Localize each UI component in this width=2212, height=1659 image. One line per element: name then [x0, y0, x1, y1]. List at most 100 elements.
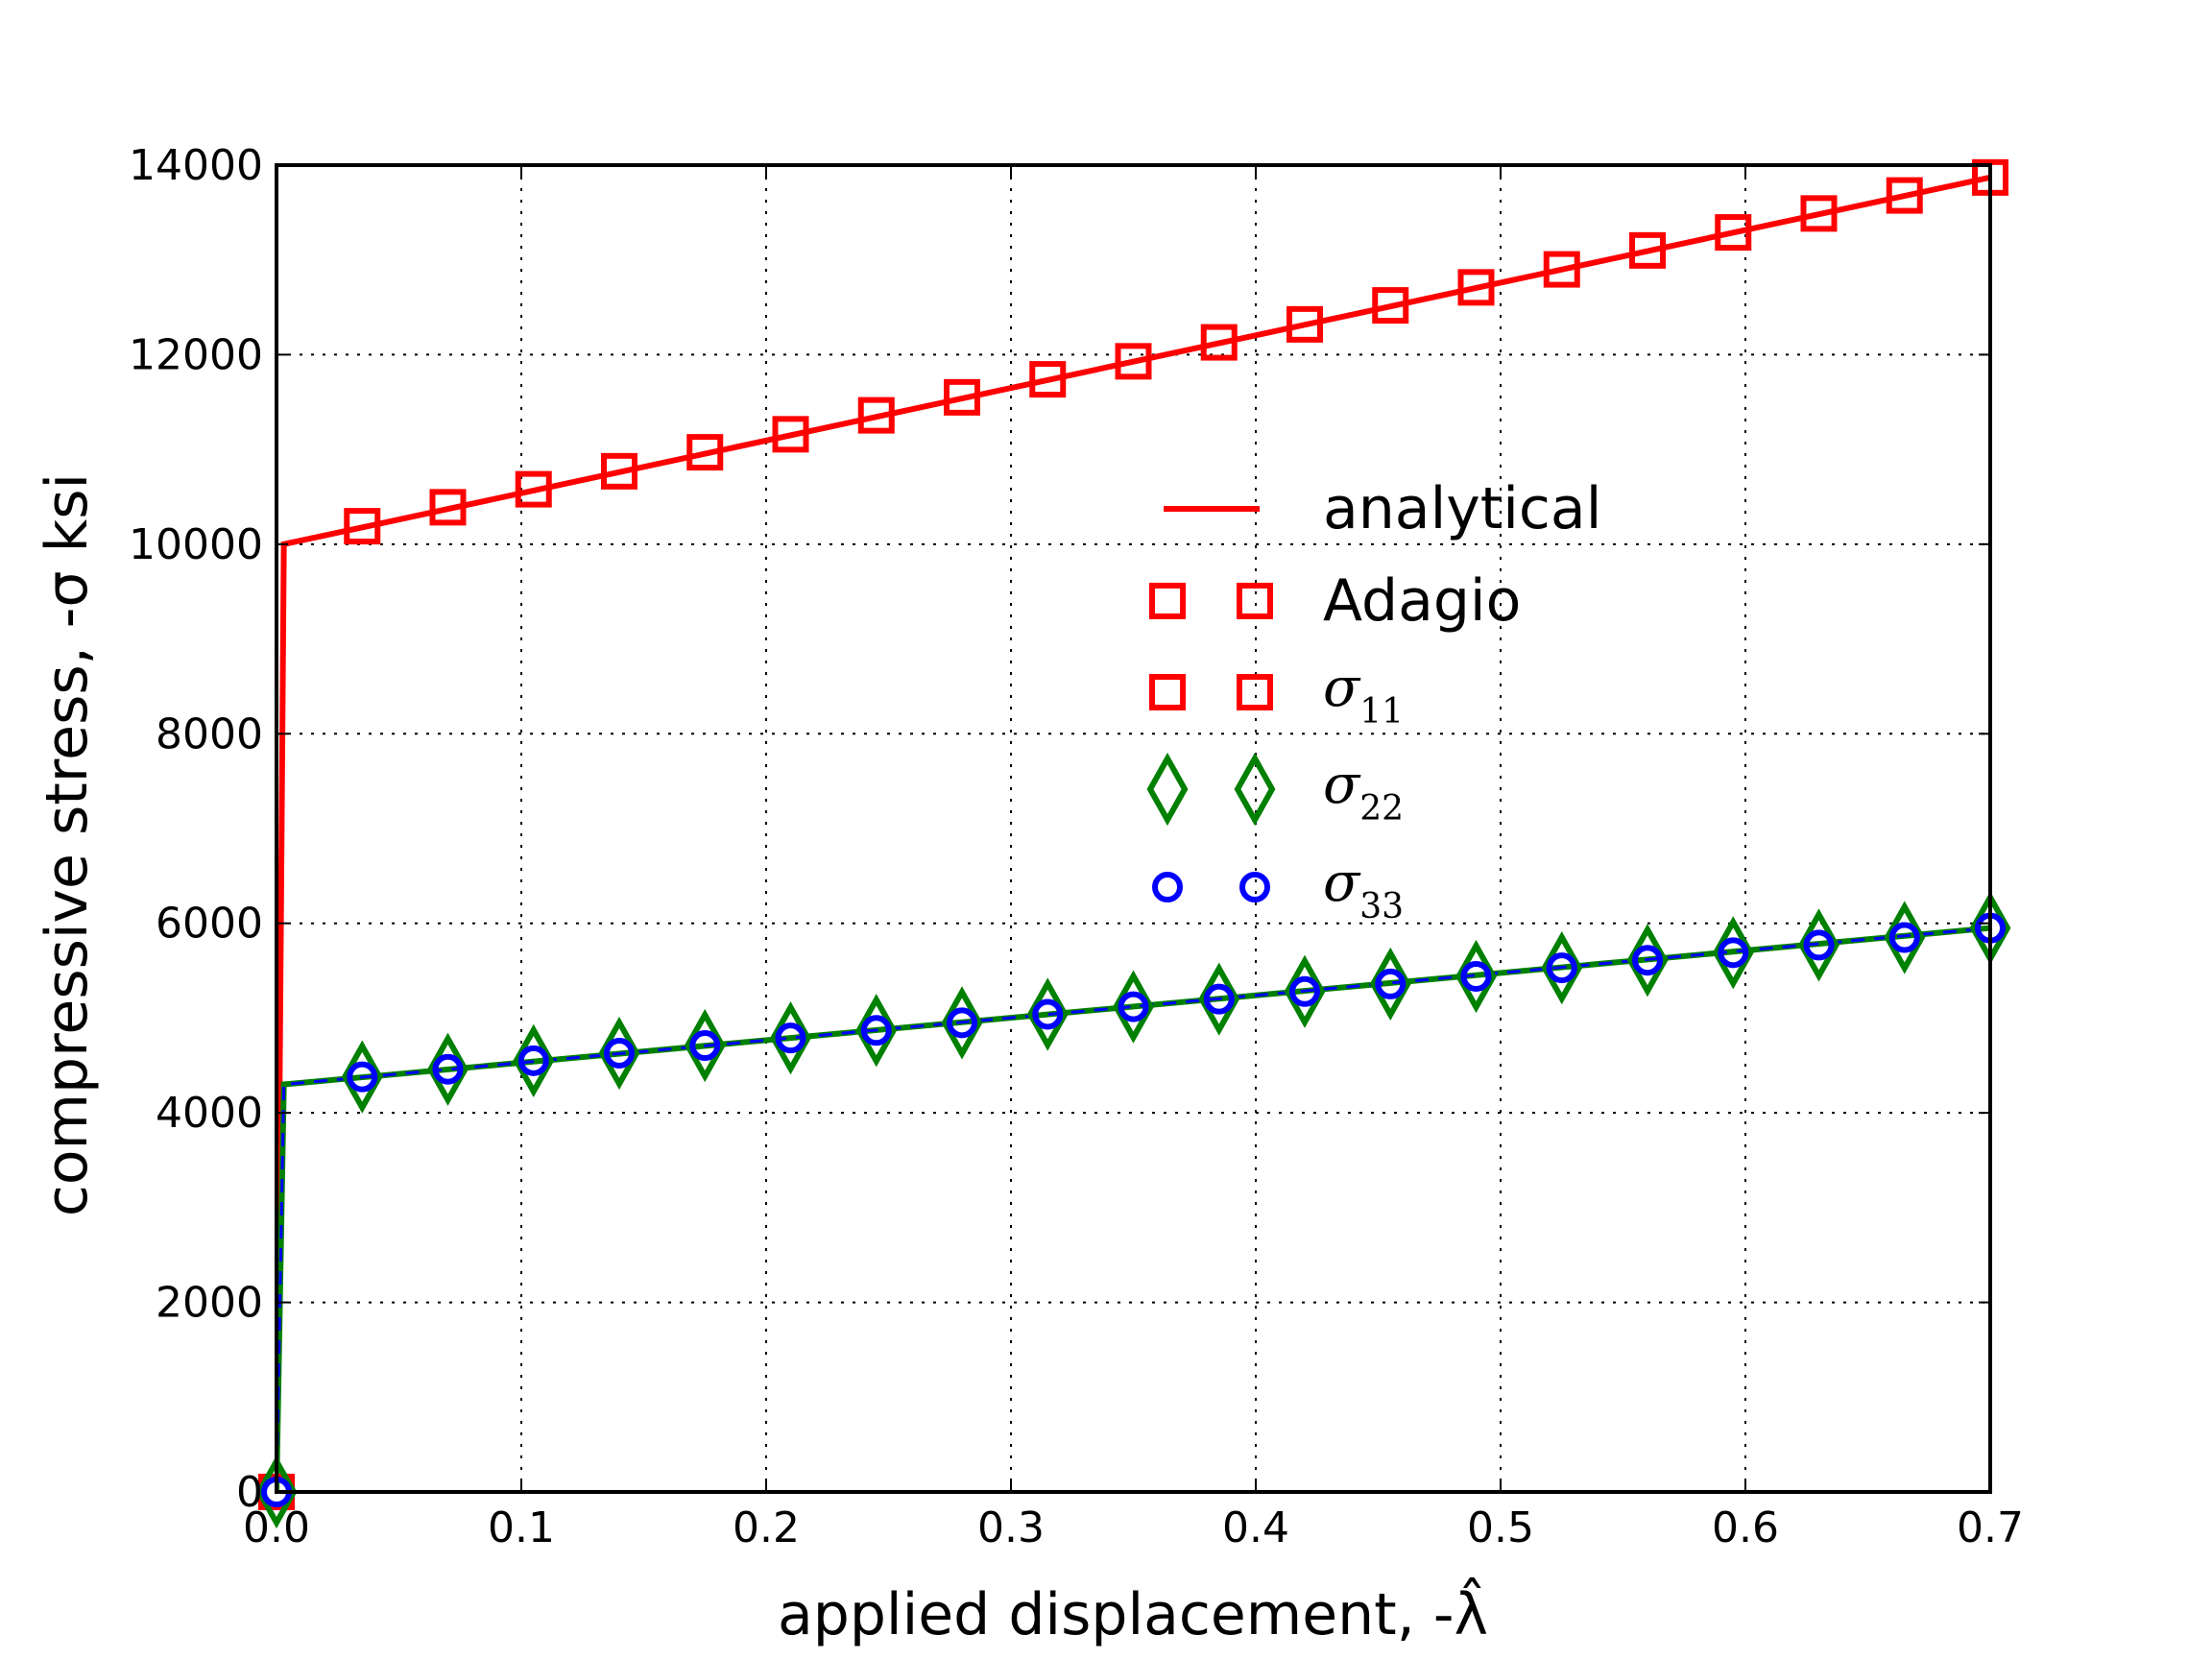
- data-point-diamond: [255, 1455, 298, 1529]
- data-point-diamond: [770, 1001, 811, 1075]
- y-tick-label: 2000: [156, 1279, 263, 1328]
- legend-label-subscript: 33: [1359, 887, 1404, 926]
- data-point-square: [1029, 361, 1067, 398]
- data-point-square: [772, 416, 809, 453]
- data-point-circle: [1803, 929, 1835, 961]
- data-point-diamond: [513, 1023, 555, 1097]
- data-point-diamond: [941, 986, 983, 1060]
- data-point-square: [857, 397, 895, 434]
- data-point-circle: [1888, 922, 1920, 953]
- legend-label-symbol: σ: [1323, 852, 1361, 914]
- legend-square-icon: [1149, 674, 1186, 710]
- data-point-square: [1543, 251, 1580, 288]
- y-tick-label: 10000: [129, 520, 263, 569]
- legend-label: Adagio: [1323, 567, 1521, 635]
- data-point-square: [1372, 287, 1409, 325]
- data-point-circle: [775, 1022, 806, 1054]
- legend-diamond-icon: [1234, 752, 1276, 827]
- legend-label: σ33: [1323, 852, 1404, 926]
- data-point-square: [1629, 231, 1666, 269]
- legend-square-icon: [1237, 674, 1273, 710]
- data-point-circle: [347, 1061, 378, 1093]
- data-point-circle: [1718, 937, 1749, 969]
- data-point-diamond: [1455, 939, 1497, 1014]
- y-tick-label: 0: [236, 1468, 263, 1517]
- y-tick-label: 4000: [156, 1089, 263, 1138]
- y-tick-label: 14000: [129, 141, 263, 190]
- x-tick-label: 0.1: [488, 1503, 555, 1552]
- legend-diamond-icon: [1146, 752, 1189, 827]
- data-point-diamond: [598, 1016, 640, 1091]
- legend-square-icon: [1237, 583, 1273, 619]
- legend-label-symbol: σ: [1323, 754, 1361, 816]
- data-point-diamond: [1369, 947, 1411, 1022]
- x-tick-label: 0.0: [243, 1503, 310, 1552]
- data-point-square: [1200, 324, 1238, 361]
- data-point-square: [344, 508, 381, 545]
- x-tick-label: 0.5: [1467, 1503, 1534, 1552]
- data-point-diamond: [855, 994, 898, 1068]
- x-axis-label: applied displacement, -λ̂: [778, 1577, 1488, 1648]
- data-point-circle: [604, 1037, 635, 1069]
- data-point-diamond: [341, 1040, 383, 1114]
- legend-circle-icon: [1152, 872, 1183, 902]
- data-point-square: [1800, 195, 1838, 232]
- data-point-circle: [517, 1045, 549, 1076]
- data-point-diamond: [1284, 954, 1326, 1028]
- data-point-circle: [860, 1015, 892, 1046]
- data-point-square: [1457, 269, 1495, 306]
- x-tick-label: 0.2: [733, 1503, 800, 1552]
- legend-circle-icon: [1239, 872, 1270, 902]
- x-tick-label: 0.7: [1957, 1503, 2024, 1552]
- data-point-circle: [1118, 991, 1149, 1022]
- x-tick-label: 0.6: [1712, 1503, 1779, 1552]
- x-tick-label: 0.3: [977, 1503, 1045, 1552]
- data-point-diamond: [1541, 930, 1583, 1005]
- data-point-square: [1886, 177, 1923, 214]
- data-point-diamond: [1712, 916, 1754, 990]
- y-tick-label: 6000: [156, 900, 263, 949]
- data-point-circle: [1032, 998, 1064, 1030]
- data-point-circle: [1289, 975, 1320, 1007]
- data-point-diamond: [684, 1008, 726, 1083]
- legend-label: σ11: [1323, 657, 1404, 732]
- data-point-diamond: [1198, 962, 1240, 1036]
- y-tick-label: 8000: [156, 709, 263, 758]
- legend-label-subscript: 22: [1359, 789, 1404, 829]
- data-point-square: [1715, 214, 1752, 252]
- ticks: 0.0 0.1 0.2 0.3 0.4 0.5 0.6 0.7 0 2000 4000 6000 800…: [129, 141, 2024, 1552]
- data-point-diamond: [1884, 901, 1926, 974]
- data-point-diamond: [427, 1032, 469, 1106]
- plot-frame: [275, 163, 1992, 1494]
- data-point-square: [686, 434, 724, 471]
- data-point-diamond: [1798, 908, 1839, 982]
- legend-label: analytical: [1323, 475, 1601, 542]
- data-point-square: [1286, 305, 1323, 343]
- data-point-diamond: [1626, 924, 1669, 998]
- series-line: [276, 925, 1990, 1492]
- data-point-square: [944, 378, 980, 416]
- data-point-circle: [1460, 960, 1492, 992]
- data-point-square: [429, 489, 467, 526]
- data-point-circle: [1203, 983, 1235, 1015]
- legend-label-symbol: σ: [1323, 657, 1361, 719]
- data-point-circle: [689, 1030, 721, 1062]
- data-point-circle: [1632, 945, 1663, 976]
- series-line-dashed: [276, 926, 1990, 1492]
- data-point-square: [601, 452, 637, 490]
- data-point-square: [515, 470, 552, 508]
- data-point-circle: [432, 1053, 464, 1085]
- y-axis-label: compressive stress, -σ ksi: [34, 473, 101, 1216]
- x-tick-label: 0.4: [1222, 1503, 1289, 1552]
- y-tick-label: 12000: [129, 330, 263, 379]
- legend-square-icon: [1149, 583, 1186, 619]
- legend-label-subscript: 11: [1359, 692, 1404, 732]
- data-point-diamond: [1026, 977, 1069, 1051]
- data-point-circle: [1546, 952, 1577, 984]
- data-point-circle: [1375, 968, 1407, 999]
- data-point-square: [1115, 343, 1152, 380]
- data-point-circle: [947, 1007, 977, 1039]
- data-point-diamond: [1113, 970, 1154, 1044]
